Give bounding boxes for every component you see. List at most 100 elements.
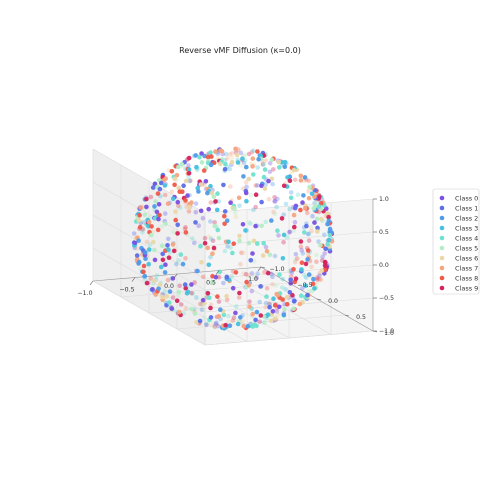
data-point: [295, 256, 300, 261]
data-point: [187, 209, 192, 214]
data-point: [271, 309, 276, 314]
data-point: [251, 172, 256, 177]
data-point: [289, 196, 294, 201]
data-point: [177, 284, 182, 289]
data-point: [163, 193, 168, 198]
data-point: [242, 251, 247, 256]
data-point: [259, 313, 264, 318]
data-point: [288, 290, 293, 295]
data-point: [255, 310, 260, 315]
data-point: [218, 307, 223, 312]
data-point: [204, 323, 209, 328]
data-point: [181, 262, 186, 267]
data-point: [145, 240, 150, 245]
data-point: [251, 148, 256, 153]
data-point: [250, 164, 255, 169]
data-point: [307, 185, 312, 190]
data-point: [205, 191, 210, 196]
data-point: [175, 223, 180, 228]
data-point: [200, 308, 205, 313]
data-point: [261, 241, 266, 246]
data-point: [262, 175, 267, 180]
data-point: [202, 315, 207, 320]
legend-label: Class 0: [455, 194, 478, 202]
data-point: [208, 306, 213, 311]
data-point: [153, 199, 158, 204]
data-point: [201, 275, 206, 280]
data-point: [201, 216, 206, 221]
data-point: [271, 296, 276, 301]
data-point: [230, 160, 235, 165]
data-point: [173, 218, 178, 223]
data-point: [176, 200, 181, 205]
data-point: [271, 167, 276, 172]
data-point: [269, 319, 274, 324]
legend-label: Class 7: [455, 264, 478, 272]
data-point: [273, 212, 278, 217]
data-point: [233, 210, 238, 215]
data-point: [192, 241, 197, 246]
data-point: [222, 222, 227, 227]
data-point: [215, 294, 220, 299]
data-point: [249, 258, 254, 263]
data-point: [216, 228, 221, 233]
data-point: [236, 160, 241, 165]
data-point: [318, 243, 323, 248]
data-point: [226, 240, 231, 245]
data-point: [156, 217, 161, 222]
x-tick-label: 0.5: [206, 280, 216, 287]
data-point: [292, 213, 297, 218]
data-point: [265, 286, 270, 291]
data-point: [172, 249, 177, 254]
data-point: [244, 199, 249, 204]
data-point: [238, 315, 243, 320]
data-point: [141, 270, 146, 275]
data-point: [159, 265, 164, 270]
data-point: [198, 244, 203, 249]
data-point: [220, 149, 225, 154]
data-point: [144, 197, 149, 202]
data-point: [269, 218, 274, 223]
data-point: [226, 314, 231, 319]
data-point: [257, 300, 262, 305]
data-point: [289, 190, 294, 195]
data-point: [281, 240, 286, 245]
data-point: [319, 217, 324, 222]
data-point: [247, 241, 252, 246]
data-point: [200, 160, 205, 165]
data-point: [171, 276, 176, 281]
data-point: [184, 306, 189, 311]
data-point: [171, 242, 176, 247]
y-tick-label: −1.0: [269, 266, 284, 273]
data-point: [206, 207, 211, 212]
data-point: [282, 233, 287, 238]
data-point: [214, 325, 219, 330]
data-point: [173, 209, 178, 214]
data-point: [225, 156, 230, 161]
data-point: [217, 314, 222, 319]
data-point: [152, 279, 157, 284]
data-point: [172, 183, 177, 188]
data-point: [254, 192, 259, 197]
data-point: [252, 323, 257, 328]
data-point: [170, 189, 175, 194]
data-point: [322, 233, 327, 238]
z-tick-label: 0.0: [379, 262, 389, 269]
data-point: [199, 260, 204, 265]
data-point: [186, 290, 191, 295]
data-point: [282, 313, 287, 318]
data-point: [217, 236, 222, 241]
data-point: [177, 310, 182, 315]
data-point: [203, 236, 208, 241]
data-point: [190, 236, 195, 241]
data-point: [293, 178, 298, 183]
data-point: [163, 176, 168, 181]
data-point: [282, 307, 287, 312]
data-point: [319, 278, 324, 283]
data-point: [293, 206, 298, 211]
data-point: [264, 294, 269, 299]
x-tick-mark: [90, 281, 93, 285]
data-point: [252, 239, 257, 244]
data-point: [263, 220, 268, 225]
data-point: [212, 194, 217, 199]
